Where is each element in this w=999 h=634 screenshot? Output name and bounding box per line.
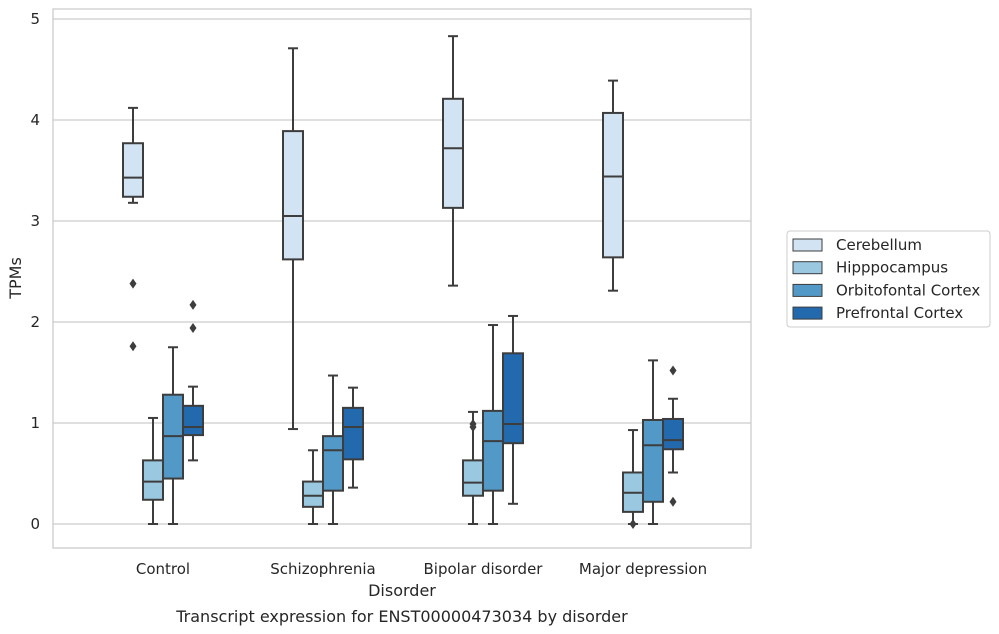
box-body — [282, 130, 304, 261]
box-body — [442, 97, 464, 209]
y-tick-label: 2 — [30, 313, 40, 331]
chart-caption: Transcript expression for ENST0000047303… — [175, 607, 628, 626]
legend-label: Prefrontal Cortex — [836, 304, 963, 322]
box-body — [642, 418, 664, 503]
series-2 — [162, 324, 664, 525]
box-body — [602, 111, 624, 259]
box — [142, 416, 164, 525]
box-body — [302, 480, 324, 508]
x-axis-ticks: Control Schizophrenia Bipolar disorder Majo… — [136, 560, 707, 578]
box-body — [322, 435, 344, 492]
box-body — [122, 142, 144, 198]
outlier-point — [129, 341, 137, 352]
outlier-point — [669, 365, 677, 376]
box-body — [462, 459, 484, 497]
box-body — [342, 406, 364, 461]
outlier-point — [189, 323, 197, 334]
box-body — [142, 459, 164, 501]
box — [302, 449, 324, 525]
outlier-point — [129, 278, 137, 289]
box-body — [482, 409, 504, 492]
box — [342, 386, 364, 489]
legend-swatch — [792, 283, 823, 297]
plot-area — [52, 8, 752, 549]
box — [162, 346, 184, 525]
y-tick-label: 1 — [30, 414, 40, 432]
box — [442, 35, 464, 287]
x-tick-label: Schizophrenia — [270, 560, 375, 578]
box — [602, 79, 624, 292]
outlier-point — [469, 419, 477, 430]
legend: Cerebellum Hipppocampus Orbitofontal Corte… — [786, 230, 991, 328]
x-tick-label: Control — [136, 560, 190, 578]
legend-label: Hipppocampus — [836, 259, 948, 277]
legend-label: Cerebellum — [836, 236, 922, 254]
y-axis-ticks: 0 1 2 3 4 5 — [30, 10, 40, 533]
box — [642, 359, 664, 525]
y-axis-title: TPMs — [6, 257, 25, 300]
legend-swatch — [792, 306, 823, 320]
y-tick-label: 3 — [30, 212, 40, 230]
box — [502, 314, 524, 505]
box — [462, 410, 484, 525]
y-tick-label: 0 — [30, 515, 40, 533]
box — [482, 324, 504, 525]
legend-swatch — [792, 238, 823, 252]
x-tick-label: Major depression — [579, 560, 707, 578]
box-body — [182, 404, 204, 437]
box — [122, 106, 144, 352]
box — [182, 299, 204, 462]
legend-label: Orbitofontal Cortex — [836, 281, 980, 299]
box — [322, 374, 344, 525]
y-tick-label: 5 — [30, 10, 40, 28]
series-1 — [142, 410, 644, 529]
box — [282, 47, 304, 431]
series-0 — [122, 35, 624, 431]
y-tick-label: 4 — [30, 111, 40, 129]
x-axis-title: Disorder — [368, 581, 436, 600]
legend-frame — [786, 230, 991, 328]
outlier-point — [629, 519, 637, 529]
box — [662, 365, 684, 507]
x-tick-label: Bipolar disorder — [424, 560, 544, 578]
series-3 — [182, 299, 684, 507]
outlier-point — [189, 299, 197, 310]
box — [622, 429, 644, 529]
boxes — [122, 35, 684, 529]
box-body — [502, 352, 524, 445]
box-body — [662, 417, 684, 451]
outlier-point — [669, 496, 677, 507]
legend-swatch — [792, 261, 823, 275]
